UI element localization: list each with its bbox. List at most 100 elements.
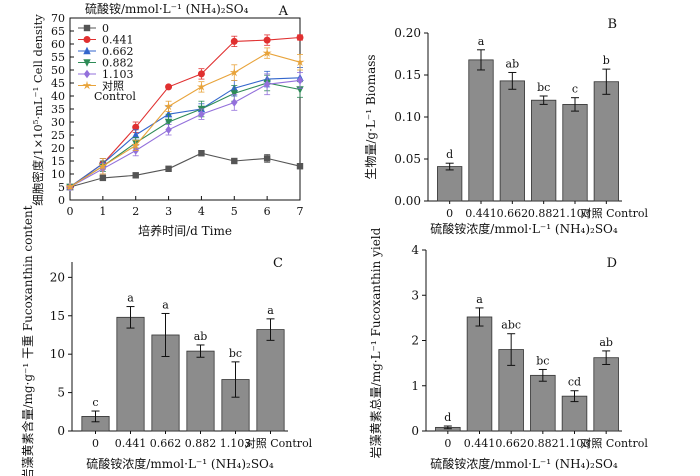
bar [593,357,619,432]
marker [83,36,91,43]
marker [99,174,107,182]
bar [593,81,619,202]
legend-label: 0 [102,22,109,35]
significance-letter: cd [568,376,581,389]
legend-label: 1.103 [102,68,134,81]
marker [230,90,238,98]
series-line [69,77,301,188]
x-tick-label: 1 [99,205,106,218]
marker [83,69,91,79]
x-tick-label: 0 [92,437,99,450]
y-tick-label: 20 [50,270,65,284]
x-tick-label: 2 [132,205,139,218]
x-tick-label: 对照 Control [581,206,649,220]
y-tick-label: 65 [51,25,65,38]
legend-label: 0.882 [102,57,134,70]
bar [468,59,494,202]
significance-letter: bc [537,81,550,94]
marker [263,80,271,89]
x-tick-label: 0 [444,437,451,450]
y-tick-label: 45 [51,77,65,90]
x-tick-label: 7 [297,205,304,218]
marker [295,57,305,66]
x-tick-label: 0.882 [528,207,560,220]
chart-title: 硫酸铵/mmol·L⁻¹ (NH₄)₂SO₄ [85,1,249,16]
significance-letter: d [446,148,453,161]
y-tick-label: 0 [411,424,419,438]
x-tick-label: 4 [198,205,205,218]
panel-b: 0.000.050.100.150.20d0a0.441ab0.662bc0.8… [364,17,649,236]
marker [198,150,205,157]
y-tick-label: 40 [51,90,65,103]
series-line [69,52,301,188]
significance-letter: bc [229,347,242,360]
x-tick-label: 0.662 [495,437,527,450]
x-axis-label: 硫酸铵浓度/mmol·L⁻¹ (NH₄)₂SO₄ [430,221,618,236]
significance-letter: a [476,293,483,306]
marker [132,130,140,139]
y-tick-label: 50 [51,64,65,77]
bar [562,104,588,202]
series-line [69,36,301,188]
x-tick-label: 0.441 [464,437,496,450]
significance-letter: bc [536,354,549,367]
significance-letter: a [267,304,274,317]
marker [296,76,304,85]
y-tick-label: 55 [51,51,65,64]
marker [165,165,172,172]
marker [132,172,139,179]
x-tick-label: 0 [446,207,453,220]
significance-letter: abc [501,319,521,332]
y-tick-label: 0.20 [394,26,421,40]
marker [230,37,238,45]
significance-letter: c [92,396,98,409]
y-tick-label: 10 [50,347,65,361]
marker [164,118,173,127]
marker [164,101,173,111]
y-tick-label: 0 [58,194,65,207]
significance-letter: ab [194,330,208,343]
panel-label: A [278,4,289,19]
y-tick-label: 25 [51,129,65,142]
significance-letter: ab [506,57,520,70]
marker [82,80,92,90]
bar [531,99,557,202]
x-tick-label: 1.103 [559,207,591,220]
panel-c: 05101520c0a0.441a0.662ab0.882bc1.103a对照 … [20,205,313,476]
bar [186,350,215,432]
y-axis-label: 生物量/g·L⁻¹ Biomass [364,54,378,179]
series-line [69,79,301,188]
y-tick-label: 15 [50,309,65,323]
x-tick-label: 3 [165,205,172,218]
series-line [69,152,301,188]
y-tick-label: 0 [57,424,65,438]
y-tick-label: 5 [57,386,65,400]
x-tick-label: 5 [231,205,238,218]
x-tick-label: 1.103 [220,437,252,450]
legend-label: 对照 [102,79,124,93]
marker [263,155,271,162]
significance-letter: c [572,83,578,96]
marker [198,110,205,119]
marker [165,83,173,91]
y-tick-label: 20 [51,142,65,155]
x-tick-label: 6 [264,205,271,218]
x-tick-label: 0.882 [185,437,217,450]
y-tick-label: 0.00 [394,194,421,208]
x-axis-label: 硫酸铵浓度/mmol·L⁻¹ (NH₄)₂SO₄ [430,456,618,471]
marker [83,59,91,67]
bar [256,329,285,432]
x-tick-label: 0.441 [465,207,497,220]
x-tick-label: 0.662 [497,207,529,220]
y-tick-label: 1 [411,379,419,393]
panel-label: C [273,256,283,271]
x-tick-label: 对照 Control [245,436,313,450]
y-tick-label: 4 [411,243,419,257]
marker [165,125,172,134]
y-tick-label: 30 [51,116,65,129]
bar [499,80,525,202]
y-axis-label: 岩藻黄素总量/mg·L⁻¹ Fucoxanthin yield [368,227,383,458]
marker [229,67,239,77]
